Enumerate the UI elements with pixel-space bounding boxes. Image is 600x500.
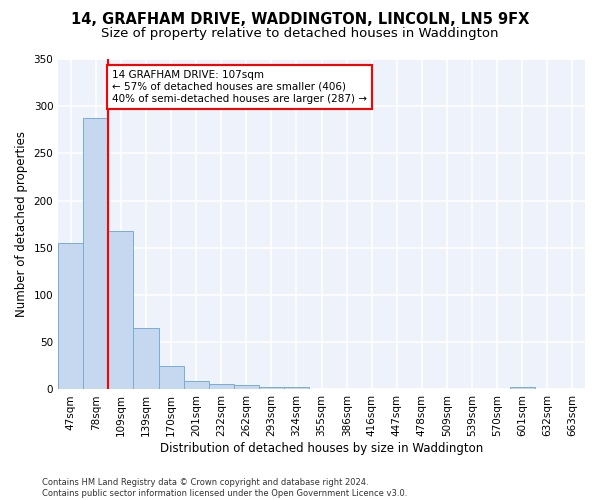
- Bar: [259, 386, 284, 390]
- Bar: [184, 381, 209, 390]
- Bar: [58, 243, 83, 390]
- Bar: [158, 366, 184, 390]
- Text: Contains HM Land Registry data © Crown copyright and database right 2024.
Contai: Contains HM Land Registry data © Crown c…: [42, 478, 407, 498]
- Bar: [234, 384, 259, 390]
- Bar: [133, 328, 158, 390]
- Y-axis label: Number of detached properties: Number of detached properties: [15, 131, 28, 317]
- Bar: [510, 386, 535, 390]
- X-axis label: Distribution of detached houses by size in Waddington: Distribution of detached houses by size …: [160, 442, 483, 455]
- Text: Size of property relative to detached houses in Waddington: Size of property relative to detached ho…: [101, 28, 499, 40]
- Text: 14, GRAFHAM DRIVE, WADDINGTON, LINCOLN, LN5 9FX: 14, GRAFHAM DRIVE, WADDINGTON, LINCOLN, …: [71, 12, 529, 28]
- Bar: [109, 231, 133, 390]
- Bar: [209, 384, 234, 390]
- Bar: [83, 118, 109, 390]
- Text: 14 GRAFHAM DRIVE: 107sqm
← 57% of detached houses are smaller (406)
40% of semi-: 14 GRAFHAM DRIVE: 107sqm ← 57% of detach…: [112, 70, 367, 104]
- Bar: [284, 386, 309, 390]
